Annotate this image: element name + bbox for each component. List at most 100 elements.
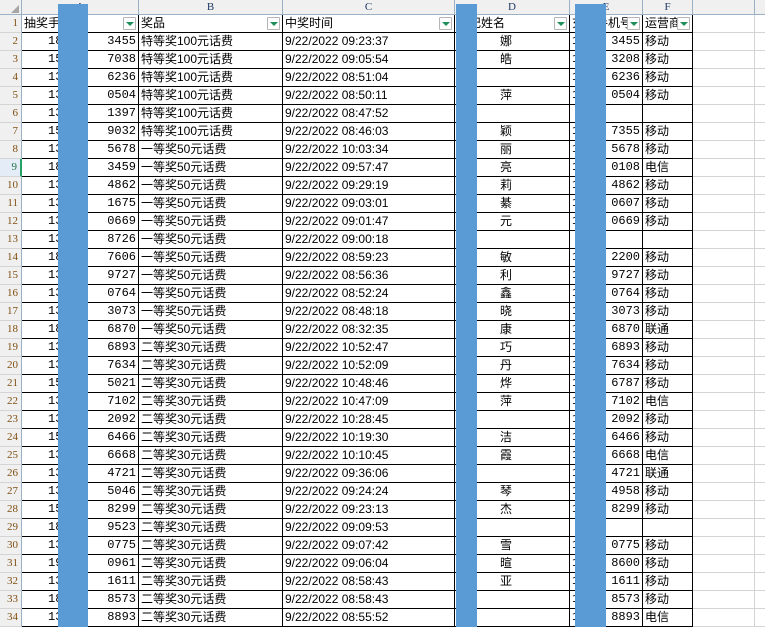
- cell-recharge-phone[interactable]: 139 2092: [570, 411, 643, 429]
- cell-registered-name[interactable]: 王皓: [455, 51, 570, 69]
- cell-recharge-phone[interactable]: 159 3208: [570, 51, 643, 69]
- empty-cell[interactable]: [693, 537, 755, 555]
- column-header-c[interactable]: C: [283, 0, 455, 15]
- table-row[interactable]: 187 3455 特等奖100元话费 9/22/2022 09:23:37 陈娜 187 3…: [22, 33, 765, 51]
- row-header-33[interactable]: 33: [0, 591, 22, 609]
- cell-recharge-phone[interactable]: 157 7355: [570, 123, 643, 141]
- cell-carrier[interactable]: [643, 105, 693, 123]
- cell-prize[interactable]: 特等奖100元话费: [139, 51, 283, 69]
- cell-recharge-phone[interactable]: 138 4958: [570, 483, 643, 501]
- empty-cell[interactable]: [755, 159, 765, 177]
- cell-lottery-phone[interactable]: 187 3455: [22, 33, 139, 51]
- column-header-f[interactable]: F: [643, 0, 693, 15]
- empty-cell[interactable]: [755, 573, 765, 591]
- empty-cell[interactable]: [693, 159, 755, 177]
- table-row[interactable]: 181 3459 一等奖50元话费 9/22/2022 09:57:47 许亮 180 01…: [22, 159, 765, 177]
- empty-cell[interactable]: [755, 123, 765, 141]
- empty-cell[interactable]: [755, 51, 765, 69]
- empty-cell[interactable]: [693, 501, 755, 519]
- cell-win-time[interactable]: 9/22/2022 09:23:13: [283, 501, 455, 519]
- empty-cell[interactable]: [755, 393, 765, 411]
- cell-prize[interactable]: 特等奖100元话费: [139, 69, 283, 87]
- cell-prize[interactable]: 特等奖100元话费: [139, 87, 283, 105]
- cell-carrier[interactable]: 电信: [643, 609, 693, 627]
- cell-lottery-phone[interactable]: 135 9727: [22, 267, 139, 285]
- cell-lottery-phone[interactable]: 138 7102: [22, 393, 139, 411]
- cell-recharge-phone[interactable]: 135 4862: [570, 177, 643, 195]
- cell-win-time[interactable]: 9/22/2022 09:36:06: [283, 465, 455, 483]
- cell-lottery-phone[interactable]: 135 4862: [22, 177, 139, 195]
- empty-cell[interactable]: [755, 411, 765, 429]
- row-header-26[interactable]: 26: [0, 465, 22, 483]
- table-row[interactable]: 135 6893 二等奖30元话费 9/22/2022 10:52:47 陈巧 135 68…: [22, 339, 765, 357]
- cell-recharge-phone[interactable]: 158 6787: [570, 375, 643, 393]
- cell-win-time[interactable]: 9/22/2022 08:58:43: [283, 573, 455, 591]
- row-header-3[interactable]: 3: [0, 51, 22, 69]
- column-header-h[interactable]: [755, 0, 765, 15]
- empty-cell[interactable]: [755, 87, 765, 105]
- cell-carrier[interactable]: 移动: [643, 339, 693, 357]
- row-header-21[interactable]: 21: [0, 375, 22, 393]
- cell-win-time[interactable]: 9/22/2022 10:52:09: [283, 357, 455, 375]
- cell-recharge-phone[interactable]: 132 4721: [570, 465, 643, 483]
- empty-cell[interactable]: [693, 573, 755, 591]
- cell-win-time[interactable]: 9/22/2022 08:32:35: [283, 321, 455, 339]
- cell-registered-name[interactable]: 李萍: [455, 393, 570, 411]
- cell-lottery-phone[interactable]: 139 7634: [22, 357, 139, 375]
- cell-recharge-phone[interactable]: 159 8299: [570, 501, 643, 519]
- empty-cell[interactable]: [755, 33, 765, 51]
- cell-registered-name[interactable]: 林鑫: [455, 285, 570, 303]
- empty-cell[interactable]: [693, 447, 755, 465]
- cell-registered-name[interactable]: 张: [455, 591, 570, 609]
- cell-carrier[interactable]: 移动: [643, 213, 693, 231]
- row-header-32[interactable]: 32: [0, 573, 22, 591]
- cell-lottery-phone[interactable]: 135 3073: [22, 303, 139, 321]
- empty-cell[interactable]: [693, 231, 755, 249]
- table-row[interactable]: 136 0764 一等奖50元话费 9/22/2022 08:52:24 林鑫 136 07…: [22, 285, 765, 303]
- cell-carrier[interactable]: 电信: [643, 393, 693, 411]
- cell-lottery-phone[interactable]: 135 0669: [22, 213, 139, 231]
- cell-prize[interactable]: 二等奖30元话费: [139, 465, 283, 483]
- cell-recharge-phone[interactable]: 138 8600: [570, 555, 643, 573]
- cell-lottery-phone[interactable]: 136 5678: [22, 141, 139, 159]
- empty-cell[interactable]: [693, 105, 755, 123]
- cell-recharge-phone[interactable]: 136 5678: [570, 141, 643, 159]
- empty-cell[interactable]: [693, 267, 755, 285]
- cell-lottery-phone[interactable]: 133 8893: [22, 609, 139, 627]
- row-header-13[interactable]: 13: [0, 231, 22, 249]
- cell-registered-name[interactable]: 张暄: [455, 555, 570, 573]
- column-header-d[interactable]: D: [455, 0, 570, 15]
- cell-carrier[interactable]: 移动: [643, 429, 693, 447]
- cell-lottery-phone[interactable]: 135 0775: [22, 537, 139, 555]
- cell-carrier[interactable]: 移动: [643, 249, 693, 267]
- empty-cell[interactable]: [693, 375, 755, 393]
- cell-win-time[interactable]: 9/22/2022 08:51:04: [283, 69, 455, 87]
- cell-carrier[interactable]: 移动: [643, 375, 693, 393]
- row-header-18[interactable]: 18: [0, 321, 22, 339]
- column-header-g[interactable]: [693, 0, 755, 15]
- cell-prize[interactable]: 二等奖30元话费: [139, 573, 283, 591]
- row-header-30[interactable]: 30: [0, 537, 22, 555]
- cell-carrier[interactable]: 移动: [643, 483, 693, 501]
- cell-lottery-phone[interactable]: 135 5046: [22, 483, 139, 501]
- row-header-25[interactable]: 25: [0, 447, 22, 465]
- header-cell-recharge-phone[interactable]: 充值手机号: [570, 15, 643, 33]
- row-header-14[interactable]: 14: [0, 249, 22, 267]
- cell-carrier[interactable]: 联通: [643, 321, 693, 339]
- table-row[interactable]: 138 7102 二等奖30元话费 9/22/2022 10:47:09 李萍 138 71…: [22, 393, 765, 411]
- cell-win-time[interactable]: 9/22/2022 08:56:36: [283, 267, 455, 285]
- cell-win-time[interactable]: 9/22/2022 09:03:01: [283, 195, 455, 213]
- empty-cell[interactable]: [755, 321, 765, 339]
- table-row[interactable]: 188 7606 一等奖50元话费 9/22/2022 08:59:23 毛敏 136 22…: [22, 249, 765, 267]
- table-row[interactable]: 139 7634 二等奖30元话费 9/22/2022 10:52:09 叶丹 139 76…: [22, 357, 765, 375]
- cell-registered-name[interactable]: 章亚: [455, 573, 570, 591]
- cell-registered-name[interactable]: 陈琴: [455, 483, 570, 501]
- cell-registered-name[interactable]: 陈巧: [455, 339, 570, 357]
- cell-prize[interactable]: 二等奖30元话费: [139, 429, 283, 447]
- empty-cell[interactable]: [693, 465, 755, 483]
- cell-registered-name[interactable]: 何元: [455, 213, 570, 231]
- cell-prize[interactable]: 二等奖30元话费: [139, 411, 283, 429]
- cell-registered-name[interactable]: 吕莉: [455, 177, 570, 195]
- empty-cell[interactable]: [693, 483, 755, 501]
- table-row[interactable]: 133 6668 二等奖30元话费 9/22/2022 10:10:45 王霞 133 66…: [22, 447, 765, 465]
